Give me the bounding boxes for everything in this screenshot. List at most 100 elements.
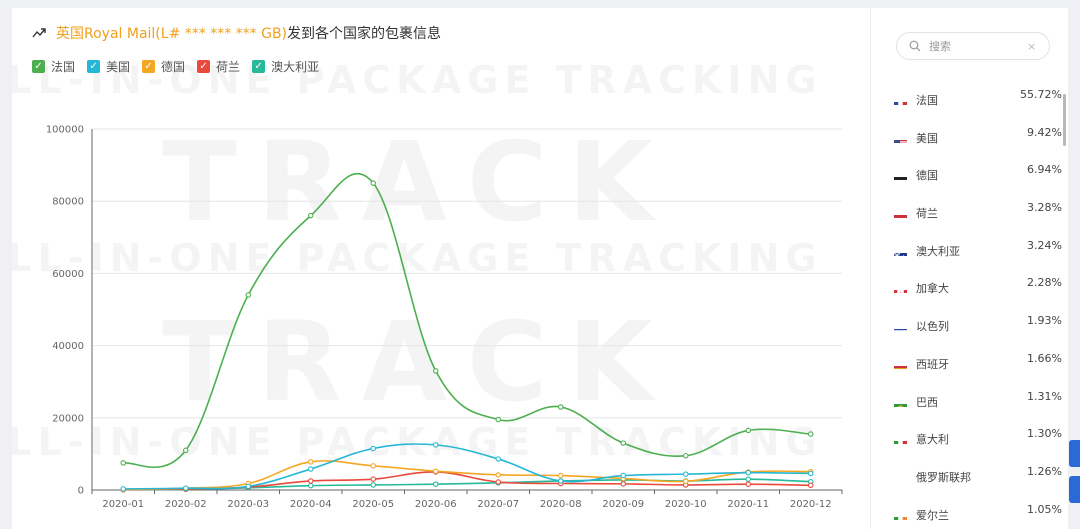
france-flag-icon xyxy=(894,96,907,105)
legend-item[interactable]: ✓ 德国 xyxy=(142,58,185,75)
data-point xyxy=(432,468,439,474)
checkbox-icon[interactable]: ✓ xyxy=(87,60,101,73)
country-list: 法国 55.72% 美国 9.42% 德国 6.94% 荷兰 3.28% 澳大利亚 3.24% 加拿… xyxy=(894,88,1062,529)
data-point xyxy=(682,478,689,485)
data-point xyxy=(557,472,564,479)
country-row[interactable]: 荷兰 3.28% xyxy=(894,201,1062,243)
country-name: 意大利 xyxy=(916,433,949,447)
checkbox-icon[interactable]: ✓ xyxy=(197,60,211,73)
tracking-number-link[interactable]: 英国Royal Mail(L# *** *** *** GB) xyxy=(56,26,288,42)
data-point xyxy=(745,469,751,476)
country-row[interactable]: 西班牙 1.66% xyxy=(894,352,1062,394)
y-tick-label: 80000 xyxy=(52,197,84,208)
country-percentage: 1.05% xyxy=(1027,502,1062,516)
country-panel: × 法国 55.72% 美国 9.42% 德国 6.94% 荷兰 3.28% 澳大利亚 3.24%… xyxy=(882,8,1068,529)
x-tick-label: 2020-03 xyxy=(227,499,269,510)
legend-item[interactable]: ✓ 法国 xyxy=(32,58,75,75)
chart-card: ALL-IN-ONE PACKAGE TRACKING TRACK ALL-IN… xyxy=(12,8,1068,529)
side-float-button[interactable] xyxy=(1069,440,1080,467)
australia-flag-icon xyxy=(894,247,907,256)
x-tick-label: 2020-02 xyxy=(165,499,207,510)
x-tick-label: 2020-06 xyxy=(415,499,457,510)
country-row[interactable]: 德国 6.94% xyxy=(894,163,1062,205)
country-name: 巴西 xyxy=(916,395,938,409)
country-row[interactable]: 法国 55.72% xyxy=(894,88,1062,130)
data-point xyxy=(370,445,376,452)
country-name: 德国 xyxy=(916,169,938,183)
legend-label: 澳大利亚 xyxy=(271,60,320,74)
germany-flag-icon xyxy=(894,171,907,181)
netherlands-flag-icon xyxy=(894,209,907,219)
chart-panel: 英国Royal Mail(L# *** *** *** GB)发到各个国家的包裹… xyxy=(12,8,870,529)
country-percentage: 55.72% xyxy=(1020,88,1062,101)
legend-label: 荷兰 xyxy=(216,60,241,74)
title-suffix: 发到各个国家的包裹信息 xyxy=(287,26,442,42)
search-input[interactable] xyxy=(929,39,1025,53)
data-point xyxy=(557,404,564,410)
data-point xyxy=(120,460,127,466)
country-name: 以色列 xyxy=(916,320,949,334)
country-name: 加拿大 xyxy=(916,282,949,296)
chart-legend: ✓ 法国 ✓ 美国 ✓ 德国 ✓ 荷兰 ✓ 澳大利亚 xyxy=(32,58,319,75)
clear-icon[interactable]: × xyxy=(1027,39,1037,53)
russia-flag-icon xyxy=(894,473,907,482)
checkbox-icon[interactable]: ✓ xyxy=(142,60,156,73)
country-name: 西班牙 xyxy=(916,357,949,371)
data-point xyxy=(495,472,501,478)
y-tick-label: 0 xyxy=(78,486,84,497)
data-point xyxy=(620,440,626,446)
y-tick-label: 100000 xyxy=(46,125,84,136)
country-row[interactable]: 意大利 1.30% xyxy=(894,427,1062,469)
data-point xyxy=(432,442,439,448)
series-line xyxy=(123,172,811,468)
x-tick-label: 2020-08 xyxy=(540,499,582,510)
x-tick-label: 2020-12 xyxy=(790,499,832,510)
scrollbar[interactable] xyxy=(1063,94,1066,146)
country-percentage: 2.28% xyxy=(1027,276,1062,290)
data-point xyxy=(432,368,439,374)
canada-flag-icon xyxy=(894,284,907,294)
country-name: 荷兰 xyxy=(916,207,938,221)
checkbox-icon[interactable]: ✓ xyxy=(32,60,45,73)
data-point xyxy=(307,482,314,489)
country-row[interactable]: 俄罗斯联邦 1.26% xyxy=(894,465,1062,507)
data-point xyxy=(307,466,314,472)
data-point xyxy=(183,485,189,491)
data-point xyxy=(495,479,501,485)
data-point xyxy=(807,431,814,437)
usa-flag-icon xyxy=(894,134,907,143)
x-tick-label: 2020-01 xyxy=(102,499,144,510)
italy-flag-icon xyxy=(894,435,907,445)
country-name: 美国 xyxy=(916,131,938,145)
series-line xyxy=(123,443,811,490)
data-point xyxy=(745,427,751,434)
country-row[interactable]: 巴西 1.31% xyxy=(894,390,1062,432)
data-point xyxy=(245,292,252,298)
country-name: 澳大利亚 xyxy=(916,244,960,258)
country-row[interactable]: 美国 9.42% xyxy=(894,126,1062,168)
data-point xyxy=(370,463,376,469)
x-tick-label: 2020-07 xyxy=(477,499,519,510)
legend-item[interactable]: ✓ 荷兰 xyxy=(197,58,240,75)
side-float-button[interactable] xyxy=(1069,476,1080,503)
checkbox-icon[interactable]: ✓ xyxy=(252,60,266,73)
legend-item[interactable]: ✓ 澳大利亚 xyxy=(252,58,319,75)
data-point xyxy=(620,472,626,479)
y-tick-label: 20000 xyxy=(52,413,84,424)
country-name: 法国 xyxy=(916,94,938,107)
data-point xyxy=(557,478,564,484)
data-point xyxy=(370,476,376,482)
country-row[interactable]: 爱尔兰 1.05% xyxy=(894,503,1062,529)
x-tick-label: 2020-09 xyxy=(602,499,644,510)
country-percentage: 1.66% xyxy=(1027,351,1062,365)
x-tick-label: 2020-04 xyxy=(290,499,332,510)
legend-label: 法国 xyxy=(51,60,76,74)
country-row[interactable]: 澳大利亚 3.24% xyxy=(894,239,1062,281)
legend-item[interactable]: ✓ 美国 xyxy=(87,58,130,75)
country-row[interactable]: 以色列 1.93% xyxy=(894,314,1062,356)
spain-flag-icon xyxy=(894,360,907,369)
country-percentage: 3.28% xyxy=(1027,201,1062,215)
data-point xyxy=(807,470,814,477)
chart-title: 英国Royal Mail(L# *** *** *** GB)发到各个国家的包裹… xyxy=(32,22,441,44)
country-row[interactable]: 加拿大 2.28% xyxy=(894,276,1062,318)
